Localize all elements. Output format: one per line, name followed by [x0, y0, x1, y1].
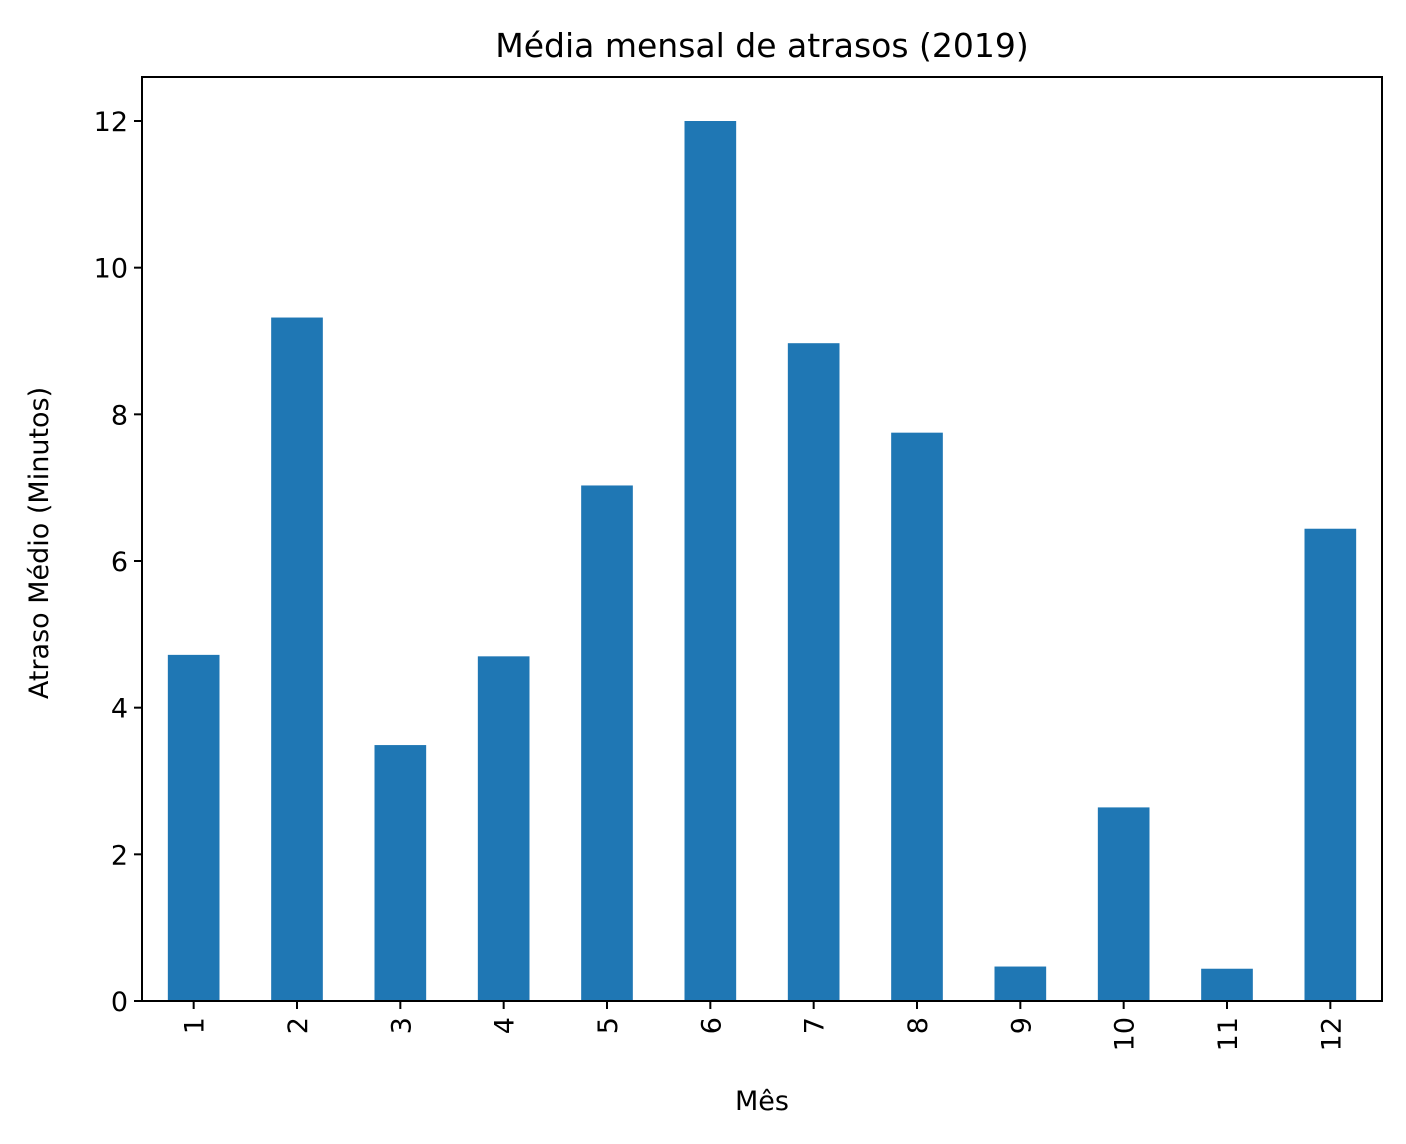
- x-tick-label: 11: [1213, 1017, 1244, 1051]
- x-tick-label: 5: [593, 1017, 624, 1034]
- x-tick-label: 12: [1316, 1017, 1347, 1051]
- y-tick-label: 0: [111, 987, 128, 1018]
- bar-month-2: [271, 317, 323, 1001]
- bar-month-4: [477, 656, 530, 1001]
- x-tick-label: 4: [490, 1017, 521, 1034]
- bars-layer: [167, 121, 1357, 1002]
- y-tick-label: 8: [111, 400, 128, 431]
- y-tick-label: 6: [111, 547, 128, 578]
- x-tick-label: 8: [903, 1017, 934, 1034]
- y-axis-title: Atraso Médio (Minutos): [24, 387, 55, 699]
- x-tick-label: 3: [386, 1017, 417, 1034]
- bar-month-1: [167, 654, 220, 1001]
- bar-month-10: [1097, 807, 1150, 1001]
- chart-title: Média mensal de atrasos (2019): [495, 26, 1029, 65]
- bar-month-3: [374, 745, 427, 1001]
- x-tick-label: 6: [696, 1017, 727, 1034]
- y-tick-label: 4: [111, 694, 128, 725]
- bar-month-12: [1304, 528, 1357, 1001]
- x-tick-label: 2: [283, 1017, 314, 1034]
- x-tick-label: 10: [1110, 1017, 1141, 1051]
- x-tick-label: 1: [180, 1017, 211, 1034]
- x-tick-label: 9: [1006, 1017, 1037, 1034]
- bar-month-9: [994, 966, 1047, 1001]
- y-tick-label: 10: [94, 254, 128, 285]
- bar-month-6: [684, 121, 737, 1001]
- x-axis: 1 2 3 4 5 6 7 8 9 10 11 12: [180, 1001, 1347, 1051]
- bar-month-5: [581, 485, 633, 1001]
- x-tick-label: 7: [800, 1017, 831, 1034]
- x-axis-title: Mês: [735, 1086, 789, 1117]
- y-tick-label: 2: [111, 840, 128, 871]
- y-axis: 0 2 4 6 8 10 12: [94, 107, 142, 1018]
- y-tick-label: 12: [94, 107, 128, 138]
- plot-area-frame: [141, 76, 1383, 1002]
- bar-month-11: [1201, 968, 1253, 1001]
- bar-month-7: [787, 343, 840, 1001]
- bar-month-8: [891, 432, 943, 1002]
